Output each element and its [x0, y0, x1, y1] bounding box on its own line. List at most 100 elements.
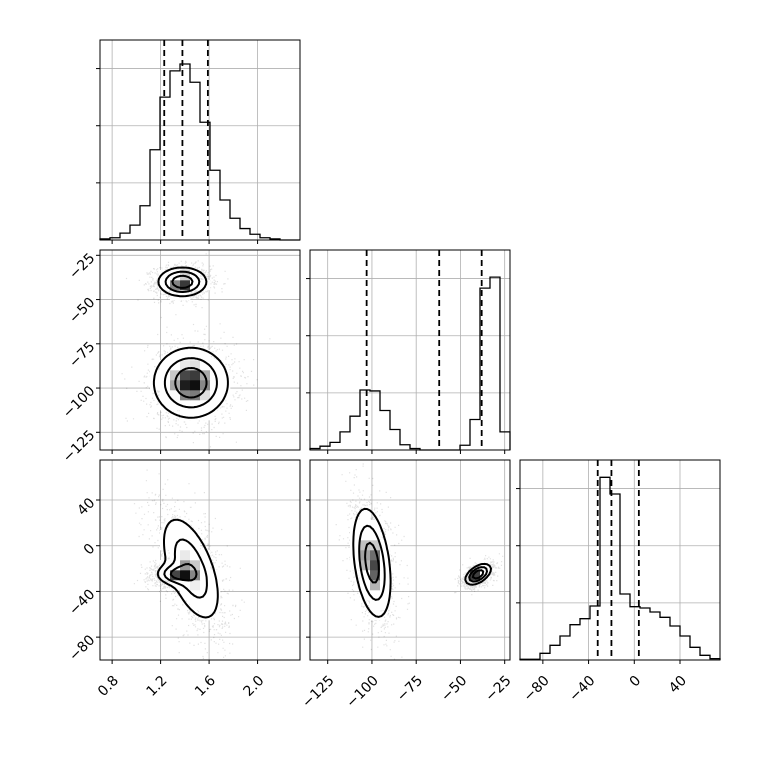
density-panel-0-content	[121, 253, 271, 448]
density-panel-1-density-cell	[190, 560, 201, 571]
density-panel-0-frame	[99, 249, 301, 451]
density-panel-1-density-cell	[180, 520, 191, 531]
density-panel-2-density-cell	[350, 550, 361, 561]
density-panel-0-density-cell	[190, 400, 201, 411]
density-panel-0-density-cell	[170, 360, 181, 371]
density-panel-2-density-cell	[370, 560, 381, 571]
density-panel-0-density-cell	[210, 380, 221, 391]
density-panel-2-x-tick-label: −75	[394, 673, 426, 705]
density-panel-0-density-cell	[200, 390, 211, 401]
density-panel-2-x-tick-label: −100	[343, 673, 382, 712]
density-panel-2-density-cell	[370, 580, 381, 591]
density-panel-1-frame	[99, 459, 301, 661]
density-panel-0-density-cell	[160, 270, 171, 281]
density-panel-1-density-cell	[190, 550, 201, 561]
density-panel-2-density-cell	[360, 530, 371, 541]
density-panel-0-density-cell	[160, 360, 171, 371]
density-panel-2-content	[335, 463, 504, 660]
density-panel-0-y-tick-label: −100	[60, 383, 99, 422]
density-panel-2-contour	[364, 541, 485, 584]
density-panel-1-density-cell	[190, 530, 201, 541]
density-panel-1-density-cell	[160, 560, 171, 571]
density-panel-1-density-cell	[200, 570, 211, 581]
density-panel-0-density-cell	[180, 350, 191, 361]
density-panel-0-density-cell	[170, 370, 181, 381]
density-panel-0-y-tick-label: −125	[60, 427, 99, 466]
density-panel-2-density-cell	[370, 540, 381, 551]
density-panel-0-density-cell	[200, 350, 211, 361]
density-panel-0-density-cell	[200, 380, 211, 391]
density-panel-1-density-cell	[170, 560, 181, 571]
density-panel-2-density-cell	[370, 530, 381, 541]
histogram-0-background	[100, 40, 300, 240]
density-panel-2-density-cell	[360, 590, 371, 601]
histogram-0-frame	[99, 39, 301, 241]
density-panel-2-contour	[352, 507, 492, 618]
density-panel-0-density-cell	[180, 410, 191, 421]
density-panel-1-density-cell	[180, 530, 191, 541]
histogram-1-step-line	[309, 276, 511, 451]
histogram-1-frame	[309, 249, 511, 451]
histogram-1-background	[310, 250, 510, 450]
density-panel-1-density-cell	[200, 610, 211, 621]
density-panel-2-x-tick-label: −125	[299, 673, 338, 712]
density-panel-0-y-tick-label: −75	[66, 339, 98, 371]
density-panel-0-density-cell	[190, 280, 201, 291]
histogram-2-x-tick-label: −40	[566, 673, 598, 705]
density-panel-2-density-cell	[370, 570, 381, 581]
density-panel-2-contour	[358, 524, 488, 601]
density-panel-2-density-cell	[360, 520, 371, 531]
density-panel-0-density-cell	[210, 400, 221, 411]
density-panel-2-density-cell	[380, 560, 391, 571]
density-panel-1-density-cell	[200, 550, 211, 561]
density-panel-1-density-cell	[170, 580, 181, 591]
density-panel-2-density-cell	[370, 550, 381, 561]
density-panel-1-x-tick-label: 2.0	[240, 673, 267, 700]
density-panel-2-density-cell	[380, 600, 391, 611]
density-panel-2-density-cell	[360, 510, 371, 521]
density-panel-2-density-cell	[480, 560, 491, 571]
density-panel-1-density-cell	[190, 600, 201, 611]
density-panel-0-density-cell	[210, 360, 221, 371]
density-panel-1-density-cell	[190, 540, 201, 551]
density-panel-1-density-cell	[200, 580, 211, 591]
density-panel-2-density-cell	[380, 540, 391, 551]
density-panel-2-density-cell	[380, 550, 391, 561]
density-panel-1-density-cell	[180, 550, 191, 561]
density-panel-1-density-cell	[160, 540, 171, 551]
density-panel-1-y-tick-label: −80	[66, 632, 98, 664]
density-panel-0-density-cell	[170, 400, 181, 411]
density-panel-0-density-cell	[180, 360, 191, 371]
density-panel-1-density-cell	[190, 580, 201, 591]
density-panel-2-density-cell	[370, 600, 381, 611]
density-panel-1-density-cell	[210, 600, 221, 611]
density-panel-2-density-cell	[350, 540, 361, 551]
density-panel-0-density-cell	[180, 280, 191, 291]
density-panel-0-density-cell	[190, 370, 201, 381]
density-panel-1-x-tick-label: 1.6	[192, 673, 219, 700]
density-panel-1-density-cell	[210, 580, 221, 591]
density-panel-0-contour	[152, 266, 229, 419]
density-panel-0-density-cell	[170, 270, 181, 281]
histogram-2-x-tick-label: 0	[627, 673, 645, 691]
density-panel-1-density-cell	[180, 570, 191, 581]
density-panel-2-x-tick-label: −25	[482, 673, 514, 705]
density-panel-1-density-cell	[190, 570, 201, 581]
density-panel-1-content	[133, 469, 245, 659]
density-panel-1-y-tick-label: 0	[81, 541, 99, 559]
density-panel-1-contour	[163, 538, 208, 599]
density-panel-0-contour	[171, 274, 208, 399]
density-panel-0-density-cell	[190, 410, 201, 421]
density-panel-0-density-cell	[200, 360, 211, 371]
density-panel-1-density-cell	[200, 600, 211, 611]
density-panel-0-density-cell	[180, 380, 191, 391]
density-panel-0-density-cell	[160, 280, 171, 291]
density-panel-0-density-cell	[200, 400, 211, 411]
density-panel-2-frame	[309, 459, 511, 661]
histogram-2-x-tick-label: −80	[521, 673, 553, 705]
density-panel-0-density-cell	[180, 370, 191, 381]
density-panel-2-density-cell	[360, 570, 371, 581]
density-panel-1-y-tick-label: 40	[74, 495, 98, 519]
